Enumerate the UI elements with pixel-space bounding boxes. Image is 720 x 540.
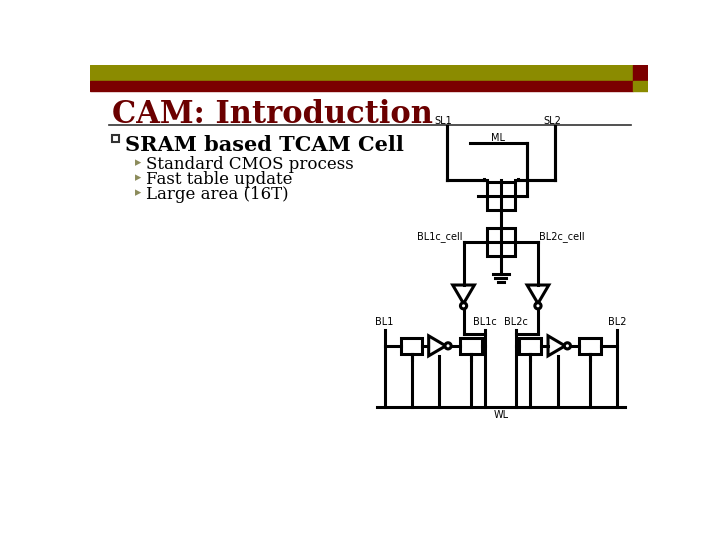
Bar: [632, 81, 648, 91]
Text: ML: ML: [492, 133, 505, 143]
Text: CAM: Introduction: CAM: Introduction: [112, 99, 433, 130]
Text: ▸: ▸: [135, 156, 141, 168]
Text: WL: WL: [493, 410, 508, 420]
Text: ▸: ▸: [135, 186, 141, 199]
Bar: [579, 338, 600, 354]
Text: SL1: SL1: [435, 116, 452, 126]
Text: BL2c: BL2c: [504, 316, 528, 327]
Polygon shape: [527, 285, 549, 303]
Text: BL2c_cell: BL2c_cell: [539, 231, 585, 242]
Text: ▸: ▸: [135, 171, 141, 184]
Bar: [487, 182, 515, 210]
Text: Large area (16T): Large area (16T): [145, 186, 289, 204]
Text: SL2: SL2: [543, 116, 561, 126]
Bar: [90, 81, 632, 91]
Circle shape: [564, 343, 570, 349]
Bar: [519, 338, 541, 354]
Text: BL1c: BL1c: [473, 316, 497, 327]
Polygon shape: [548, 336, 565, 356]
Polygon shape: [453, 285, 474, 303]
Bar: [112, 135, 119, 142]
Text: BL1: BL1: [375, 316, 394, 327]
Circle shape: [461, 303, 467, 309]
Bar: [461, 338, 482, 354]
Text: Standard CMOS process: Standard CMOS process: [145, 156, 354, 173]
Bar: [401, 338, 423, 354]
Circle shape: [535, 303, 541, 309]
Circle shape: [445, 343, 451, 349]
Polygon shape: [428, 336, 446, 356]
Text: BL1c_cell: BL1c_cell: [416, 231, 462, 242]
Bar: [90, 65, 632, 82]
Text: Fast table update: Fast table update: [145, 171, 292, 188]
Text: BL2: BL2: [608, 316, 626, 327]
Bar: [487, 228, 515, 256]
Text: SRAM based TCAM Cell: SRAM based TCAM Cell: [125, 135, 404, 155]
Bar: [632, 65, 648, 82]
